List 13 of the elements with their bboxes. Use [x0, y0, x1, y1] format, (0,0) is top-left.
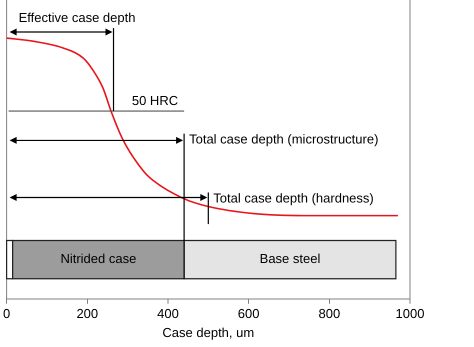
x-tick-label: 1000 — [396, 306, 424, 322]
ref-line-label: Total case depth (hardness) — [213, 190, 374, 206]
x-tick-label: 600 — [238, 306, 260, 322]
ref-line-label: Total case depth (microstructure) — [189, 132, 378, 147]
ref-line-label: 50 HRC — [132, 93, 178, 108]
ref-line-label: Effective case depth — [18, 10, 136, 25]
x-tick-label: 0 — [3, 306, 10, 322]
x-tick-label: 400 — [157, 306, 179, 322]
x-tick-label: 200 — [76, 306, 98, 322]
x-axis-title: Case depth, um — [162, 324, 254, 340]
x-tick-label: 800 — [318, 306, 340, 322]
band-label: Base steel — [260, 251, 320, 266]
band-label: Nitrided case — [60, 251, 136, 266]
